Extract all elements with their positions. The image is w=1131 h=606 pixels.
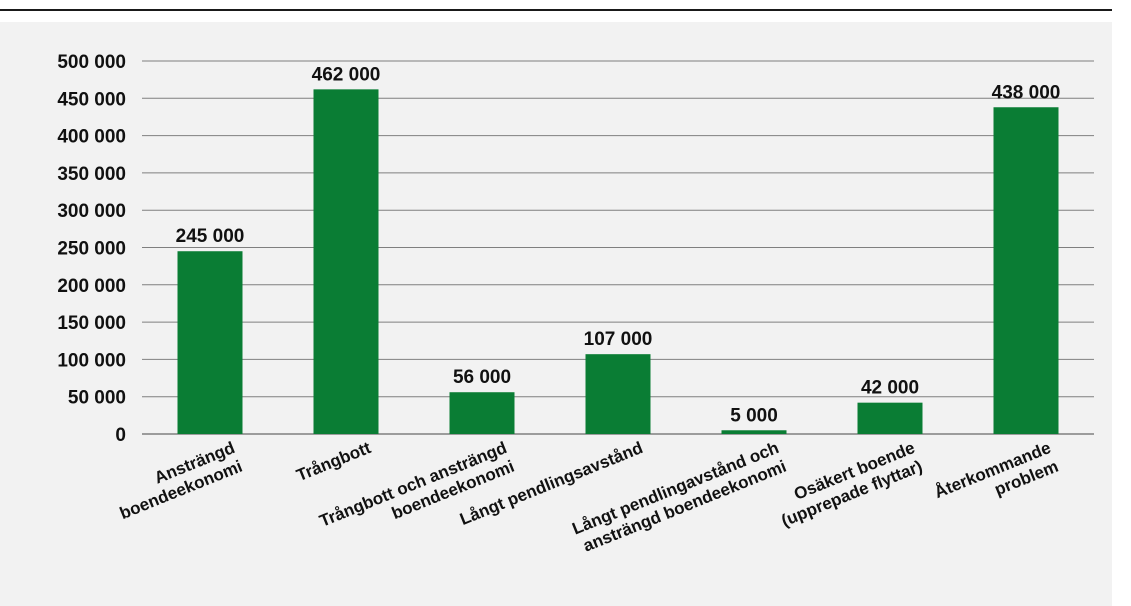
y-tick-label: 0	[115, 425, 126, 446]
data-label: 438 000	[992, 82, 1061, 103]
data-label: 245 000	[176, 226, 245, 247]
data-label: 462 000	[312, 64, 381, 85]
bar	[585, 354, 651, 434]
bar	[177, 251, 243, 434]
top-rule	[0, 9, 1112, 11]
category-label: Osäkert boende(upprepade flyttar)	[771, 438, 925, 530]
svg-text:Osäkert boende(upprepade flytt: Osäkert boende(upprepade flyttar)	[771, 438, 925, 530]
bar	[993, 107, 1059, 434]
bar	[721, 430, 787, 434]
y-tick-label: 350 000	[57, 164, 126, 185]
gridlines	[142, 60, 1094, 435]
y-axis-ticks: 0 50 000 100 000 150 000 200 000 250 000 300 0…	[57, 52, 126, 446]
bar	[313, 89, 379, 435]
y-tick-label: 200 000	[57, 276, 126, 297]
bar	[449, 392, 515, 434]
bars	[177, 89, 1059, 435]
data-label: 5 000	[730, 405, 778, 426]
y-tick-label: 50 000	[68, 388, 126, 409]
bar	[857, 402, 923, 434]
y-tick-label: 450 000	[57, 89, 126, 110]
svg-text:Ansträngdboendeekonomi: Ansträngdboendeekonomi	[110, 438, 245, 523]
category-label: Trångbott	[294, 438, 374, 485]
svg-text:Trångbott: Trångbott	[294, 438, 374, 485]
x-axis-categories: Ansträngdboendeekonomi TrångbottTrångbott…	[110, 438, 1061, 556]
y-tick-label: 150 000	[57, 313, 126, 334]
data-label: 42 000	[861, 378, 919, 399]
category-label: Återkommandeproblem	[932, 438, 1061, 521]
data-label: 56 000	[453, 367, 511, 388]
svg-text:Återkommandeproblem: Återkommandeproblem	[932, 438, 1061, 521]
y-tick-label: 400 000	[57, 127, 126, 148]
y-tick-label: 100 000	[57, 350, 126, 371]
data-labels: 245 000 462 000 56 000 107 000 5 000 42 000 43…	[176, 64, 1061, 426]
data-label: 107 000	[584, 329, 653, 350]
y-tick-label: 300 000	[57, 201, 126, 222]
y-tick-label: 500 000	[57, 52, 126, 73]
category-label: Ansträngdboendeekonomi	[110, 438, 245, 523]
y-tick-label: 250 000	[57, 239, 126, 260]
